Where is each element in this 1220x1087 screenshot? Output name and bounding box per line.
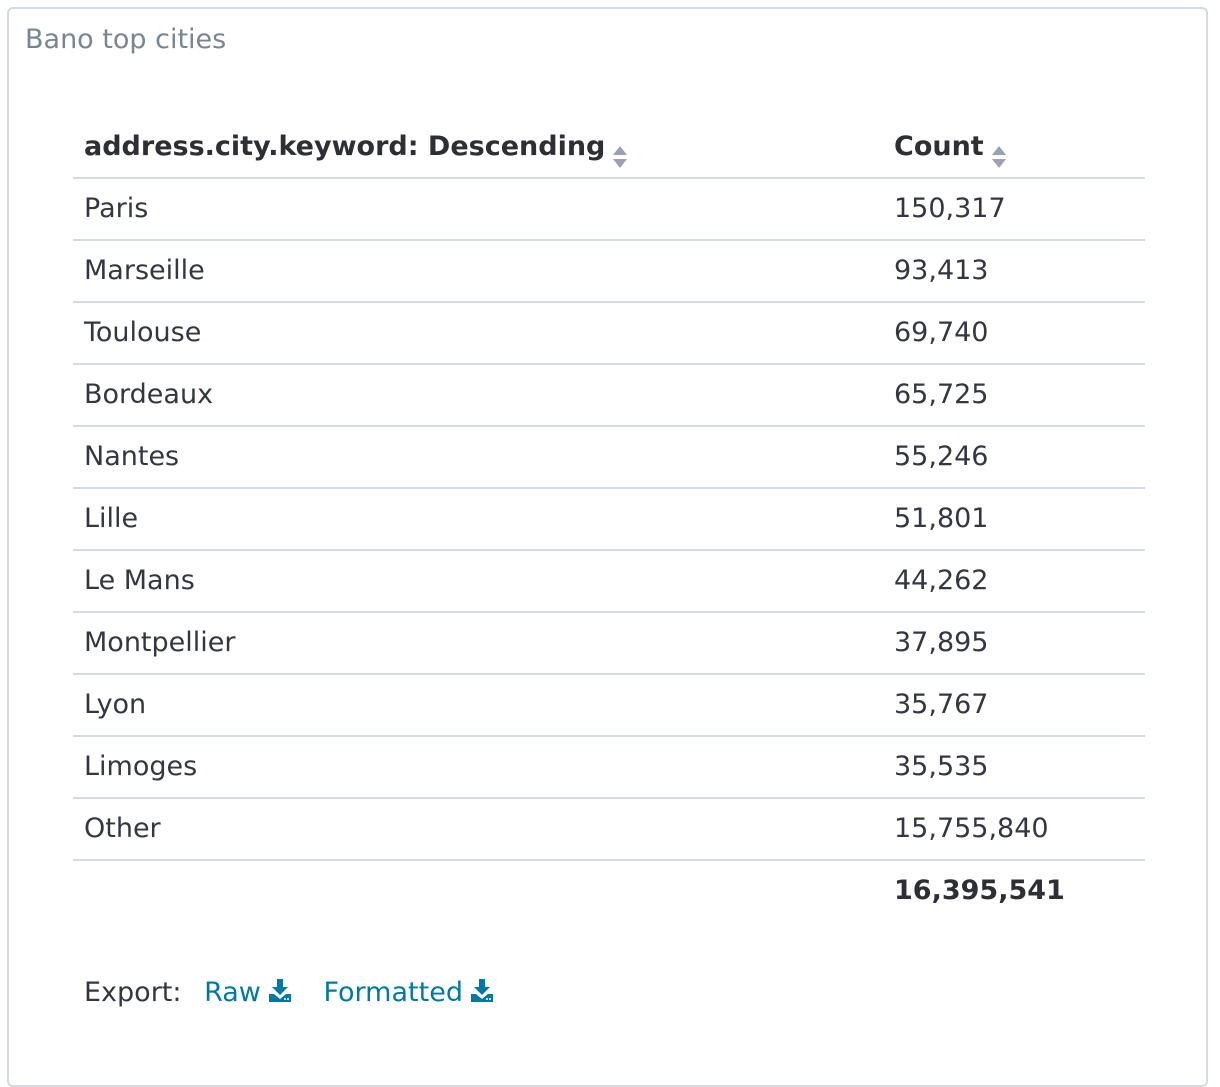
- export-formatted-link[interactable]: Formatted: [323, 977, 494, 1008]
- column-header-count[interactable]: Count: [883, 117, 1145, 179]
- download-icon: [267, 977, 293, 1003]
- count-cell: 37,895: [883, 612, 1145, 675]
- table-row: Other 15,755,840: [73, 798, 1145, 861]
- export-raw-label: Raw: [204, 977, 261, 1008]
- count-cell: 93,413: [883, 240, 1145, 303]
- city-cell: Toulouse: [73, 302, 883, 365]
- city-cell: Other: [73, 798, 883, 861]
- table-row: Marseille 93,413: [73, 240, 1145, 303]
- city-cell: Montpellier: [73, 612, 883, 675]
- count-cell: 35,767: [883, 674, 1145, 737]
- table-row: Toulouse 69,740: [73, 302, 1145, 365]
- table-row: Le Mans 44,262: [73, 550, 1145, 613]
- city-cell: Le Mans: [73, 550, 883, 613]
- panel-title: Bano top cities: [25, 24, 227, 55]
- visualization-panel: Bano top cities address.city.keyword: De…: [7, 7, 1208, 1087]
- data-table: address.city.keyword: Descending Count P…: [73, 117, 1145, 921]
- sort-icon[interactable]: [611, 132, 629, 168]
- city-cell: Lille: [73, 488, 883, 551]
- download-icon: [469, 977, 495, 1003]
- table-total-row: 16,395,541: [73, 860, 1145, 921]
- table-row: Paris 150,317: [73, 178, 1145, 241]
- count-cell: 51,801: [883, 488, 1145, 551]
- table-row: Lille 51,801: [73, 488, 1145, 551]
- city-cell: Marseille: [73, 240, 883, 303]
- export-label: Export:: [84, 977, 182, 1008]
- city-cell: Nantes: [73, 426, 883, 489]
- count-cell: 44,262: [883, 550, 1145, 613]
- total-count-cell: 16,395,541: [894, 875, 1065, 906]
- table-header-row: address.city.keyword: Descending Count: [73, 117, 1145, 179]
- count-cell: 69,740: [883, 302, 1145, 365]
- export-raw-link[interactable]: Raw: [204, 977, 293, 1008]
- count-cell: 150,317: [883, 178, 1145, 241]
- column-header-city[interactable]: address.city.keyword: Descending: [73, 117, 883, 179]
- city-cell: Bordeaux: [73, 364, 883, 427]
- sort-icon[interactable]: [990, 132, 1008, 168]
- table-row: Nantes 55,246: [73, 426, 1145, 489]
- column-header-count-label: Count: [894, 131, 984, 162]
- table-row: Limoges 35,535: [73, 736, 1145, 799]
- export-bar: Export: Raw Formatted: [84, 975, 495, 1011]
- city-cell: Lyon: [73, 674, 883, 737]
- count-cell: 55,246: [883, 426, 1145, 489]
- column-header-city-label: address.city.keyword: Descending: [84, 131, 606, 162]
- total-label-cell: [73, 860, 883, 921]
- city-cell: Limoges: [73, 736, 883, 799]
- count-cell: 65,725: [883, 364, 1145, 427]
- table-row: Montpellier 37,895: [73, 612, 1145, 675]
- export-formatted-label: Formatted: [323, 977, 463, 1008]
- count-cell: 15,755,840: [883, 798, 1145, 861]
- table-row: Lyon 35,767: [73, 674, 1145, 737]
- city-cell: Paris: [73, 178, 883, 241]
- count-cell: 35,535: [883, 736, 1145, 799]
- table-row: Bordeaux 65,725: [73, 364, 1145, 427]
